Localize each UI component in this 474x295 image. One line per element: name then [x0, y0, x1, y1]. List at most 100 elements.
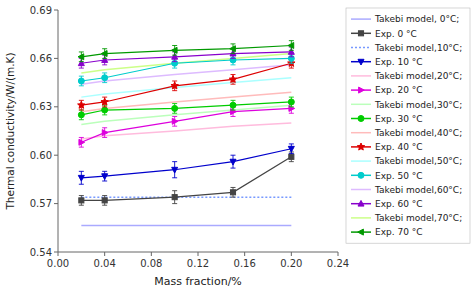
legend-item: Exp. 20 °C: [351, 85, 423, 95]
error-bar: [102, 128, 107, 138]
data-point: [101, 51, 107, 57]
data-point: [288, 42, 294, 48]
series: [81, 92, 291, 111]
error-bar: [79, 110, 84, 120]
error-bar: [172, 191, 177, 204]
legend-item: Exp. 30 °C: [351, 114, 423, 124]
error-bar: [79, 52, 84, 62]
y-tick: [54, 252, 58, 253]
y-tick-label: 0.57: [30, 198, 52, 209]
data-point: [79, 198, 84, 203]
y-tick-label: 0.60: [30, 150, 52, 161]
y-tick-label: 0.69: [30, 5, 52, 16]
series-line: [81, 63, 291, 105]
data-point: [231, 109, 237, 115]
y-tick: [54, 58, 58, 59]
legend-marker: [358, 229, 364, 235]
legend-item: Exp. 40 °C: [351, 142, 423, 152]
series-line: [81, 149, 291, 178]
legend-swatch: [351, 217, 371, 219]
y-tick-label: 0.54: [30, 247, 52, 258]
legend-label: Exp. 70 °C: [375, 227, 423, 237]
y-tick-label: 0.66: [30, 53, 52, 64]
legend-marker: [359, 87, 365, 93]
data-point: [172, 105, 178, 111]
series: [81, 197, 291, 198]
error-bar: [102, 171, 107, 181]
x-tick-label: 0.20: [280, 258, 302, 269]
data-point: [102, 75, 108, 81]
legend-label: Exp. 30 °C: [375, 114, 423, 124]
x-tick: [244, 252, 245, 256]
data-point: [102, 198, 107, 203]
series-line: [81, 45, 291, 56]
error-bar: [231, 44, 236, 54]
y-tick: [54, 106, 58, 107]
error-bar: [231, 187, 236, 197]
legend: Takebi model, 0°C;Exp. 0 °CTakebi model,…: [346, 8, 470, 243]
x-tick: [291, 252, 292, 256]
data-point: [171, 47, 177, 53]
legend-item: Exp. 60 °C: [351, 199, 423, 209]
x-tick-label: 0.08: [140, 258, 162, 269]
legend-item: Exp. 0 °C: [351, 29, 417, 39]
data-point: [230, 46, 236, 52]
error-bar: [231, 155, 236, 168]
legend-item: Exp. 10 °C: [351, 57, 423, 67]
data-point: [288, 99, 294, 105]
legend-marker: [357, 143, 364, 150]
legend-swatch: [351, 75, 371, 77]
legend-label: Takebi model,30°C;: [374, 100, 462, 110]
series: [78, 144, 294, 184]
data-point: [289, 154, 294, 159]
series: [78, 54, 294, 86]
error-bar: [79, 76, 84, 86]
legend-swatch: [351, 104, 371, 106]
x-axis-label: Mass fraction/%: [154, 275, 242, 288]
error-bar: [102, 73, 107, 83]
legend-item: Exp. 70 °C: [351, 227, 423, 237]
x-tick-label: 0.24: [327, 258, 349, 269]
y-tick: [54, 203, 58, 204]
data-point: [172, 195, 177, 200]
error-bar: [79, 137, 84, 147]
x-tick: [338, 252, 339, 256]
data-point: [102, 130, 108, 136]
x-tick: [151, 252, 152, 256]
legend-item: Takebi model,70°C;: [351, 213, 462, 223]
legend-swatch: [351, 47, 371, 49]
error-bar: [79, 196, 84, 206]
data-point: [102, 174, 108, 180]
series-line: [81, 92, 291, 111]
data-point: [288, 146, 294, 152]
legend-label: Exp. 0 °C: [375, 29, 417, 39]
series-line: [81, 225, 291, 227]
series: [81, 65, 291, 84]
data-point: [102, 107, 108, 113]
legend-label: Exp. 20 °C: [375, 85, 423, 95]
error-bar: [231, 100, 236, 110]
y-axis: [58, 10, 59, 252]
data-point: [171, 82, 178, 89]
legend-marker: [358, 116, 364, 122]
data-point: [78, 175, 84, 181]
series-line: [81, 108, 291, 142]
series-line: [81, 58, 291, 81]
legend-marker: [358, 200, 364, 206]
data-point: [78, 54, 84, 60]
legend-frame: [346, 8, 470, 243]
error-bar: [172, 104, 177, 114]
legend-label: Takebi model,10°C;: [374, 43, 462, 53]
data-point: [172, 167, 178, 173]
legend-item: Takebi model,10°C;: [351, 43, 462, 53]
error-bar: [172, 162, 177, 178]
legend-label: Takebi model,40°C;: [374, 128, 462, 138]
legend-item: Takebi model,40°C;: [351, 128, 462, 138]
legend-label: Takebi model,70°C;: [374, 213, 462, 223]
y-tick: [54, 155, 58, 156]
data-point: [79, 139, 85, 145]
x-tick-label: 0.16: [234, 258, 256, 269]
plot-area: [78, 41, 295, 226]
legend-label: Takebi model,50°C;: [374, 156, 462, 166]
series-line: [81, 65, 291, 84]
